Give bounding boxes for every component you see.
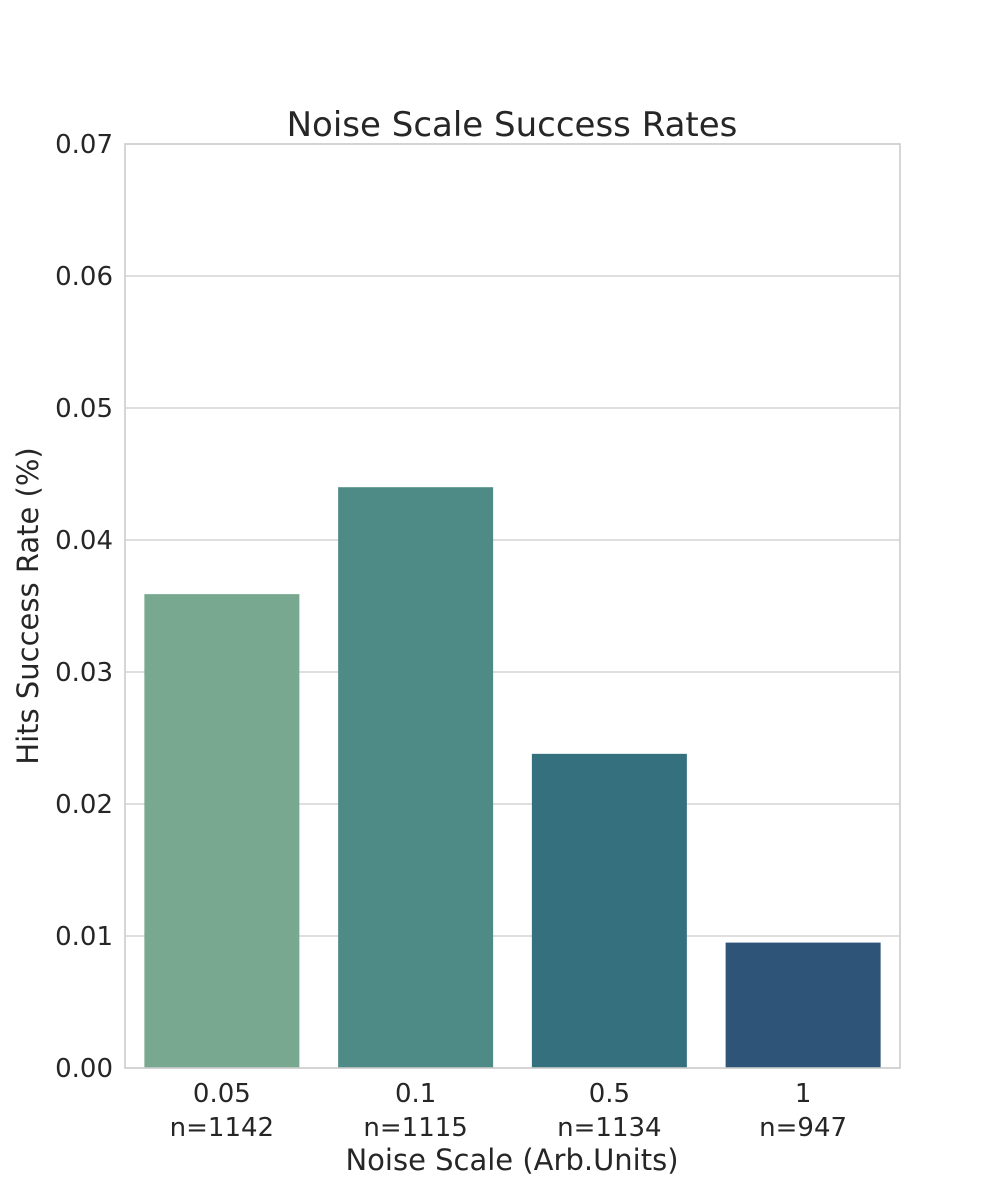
bar-3: [531, 753, 687, 1068]
x-tick-label: 0.05: [193, 1079, 251, 1109]
bar-2: [338, 487, 494, 1068]
y-tick-label: 0.03: [55, 658, 113, 688]
plot-frame: [124, 143, 901, 1069]
bar-1: [144, 594, 300, 1068]
x-tick-count-label: n=947: [759, 1113, 847, 1143]
x-tick-label: 0.5: [589, 1079, 630, 1109]
x-tick-labels: 0.05 n=1142 0.1 n=1115 0.5 n=1134 1 n=947: [170, 1079, 847, 1143]
bar-4: [725, 942, 881, 1068]
y-tick-label: 0.05: [55, 394, 113, 424]
bar-layer: [144, 487, 881, 1068]
y-tick-labels: 0.00 0.01 0.02 0.03 0.04 0.05 0.06 0.07: [55, 130, 113, 1084]
y-tick-label: 0.00: [55, 1054, 113, 1084]
x-axis-label: Noise Scale (Arb.Units): [345, 1143, 678, 1177]
y-axis-label: Hits Success Rate (%): [11, 447, 45, 764]
x-tick-count-label: n=1142: [170, 1113, 274, 1143]
y-tick-label: 0.02: [55, 790, 113, 820]
x-tick-label: 0.1: [395, 1079, 436, 1109]
x-tick-label: 1: [795, 1079, 812, 1109]
y-tick-label: 0.01: [55, 922, 113, 952]
y-tick-label: 0.04: [55, 526, 113, 556]
x-tick-count-label: n=1115: [363, 1113, 467, 1143]
y-tick-label: 0.06: [55, 262, 113, 292]
chart-title: Noise Scale Success Rates: [287, 105, 738, 145]
x-tick-count-label: n=1134: [557, 1113, 661, 1143]
y-tick-label: 0.07: [55, 130, 113, 160]
